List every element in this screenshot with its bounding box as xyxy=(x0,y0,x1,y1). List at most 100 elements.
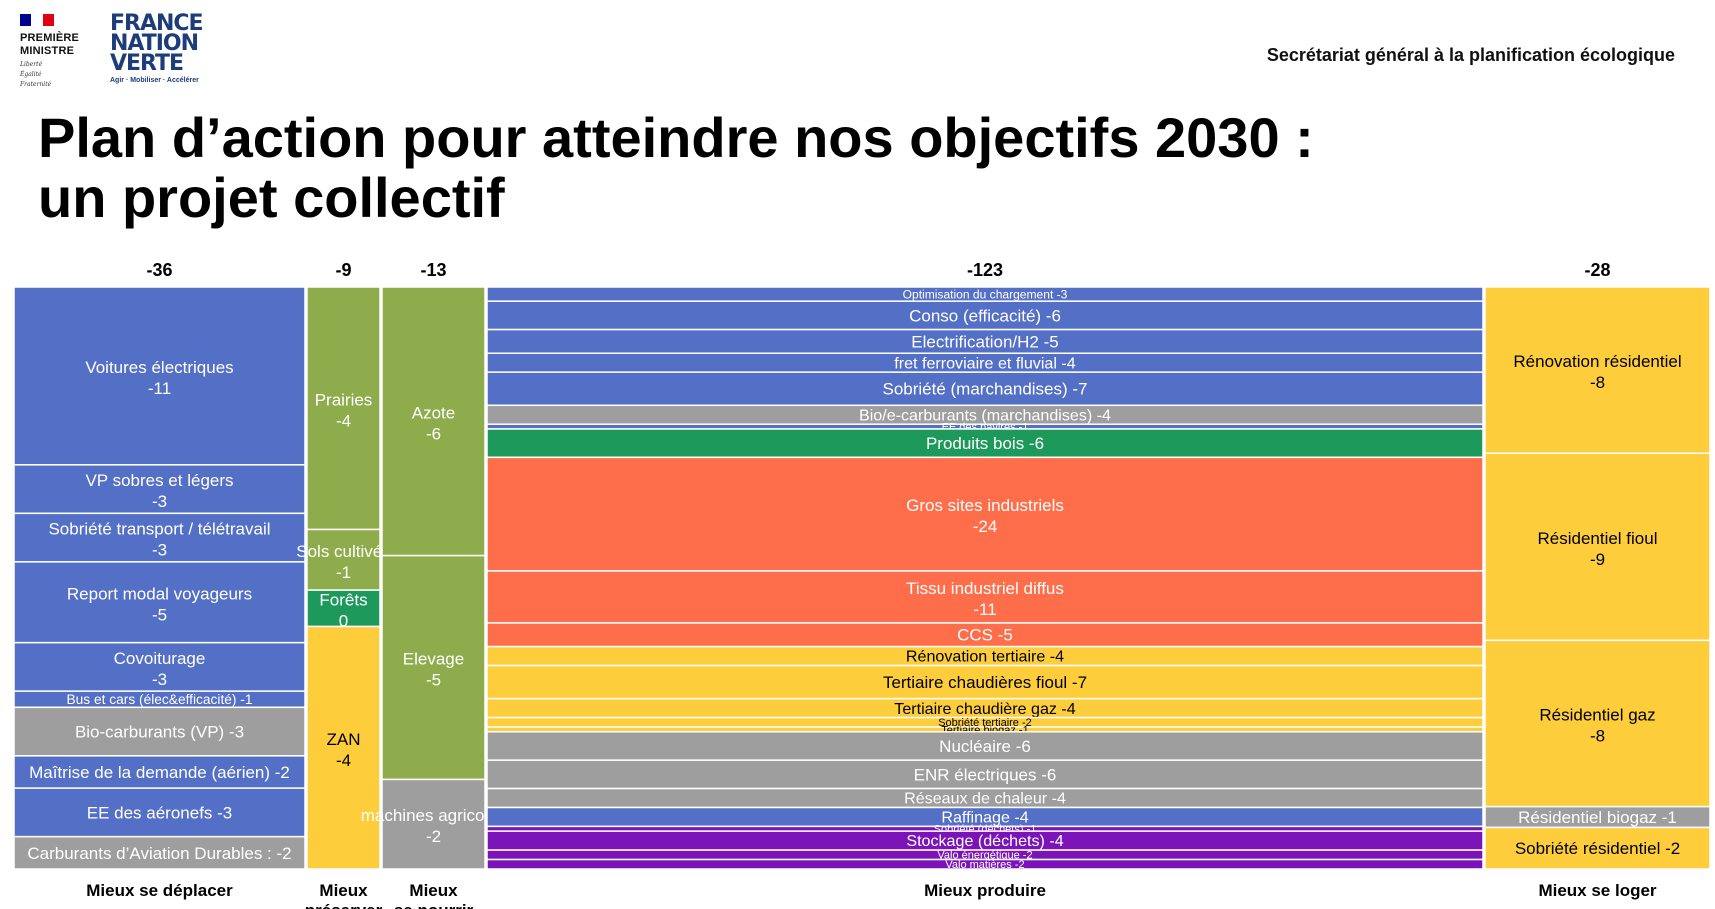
category-label-2-0: Mieux xyxy=(409,881,458,900)
segment-ma-trise-de-la-demande-a-rien- xyxy=(13,755,306,789)
label-0-3: Report modal voyageurs xyxy=(67,584,252,603)
label-3-13: Tertiaire chaudière gaz -4 xyxy=(894,700,1075,718)
label-3-1: Conso (efficacité) -6 xyxy=(909,306,1061,325)
label-3-18: Réseaux de chaleur -4 xyxy=(904,790,1066,808)
segment-voitures-lectriques xyxy=(13,286,306,466)
segment-r-novation-r-sidentiel xyxy=(1484,286,1711,455)
flag-white-stripe xyxy=(31,14,43,26)
label-3-10: CCS -5 xyxy=(957,626,1013,645)
category-label-1-1: préserver xyxy=(305,901,383,909)
label-0-8: EE des aéronefs -3 xyxy=(87,803,233,822)
group-total-2: -13 xyxy=(420,260,446,280)
label-0-6: Bio-carburants (VP) -3 xyxy=(75,723,244,742)
category-label-4-0: Mieux se loger xyxy=(1538,881,1656,900)
value-3-8: -24 xyxy=(973,517,998,536)
organisation-name: Secrétariat général à la planification é… xyxy=(1266,45,1675,65)
category-label-0-0: Mieux se déplacer xyxy=(86,881,233,900)
segment-sobri-t-r-sidentiel xyxy=(1484,826,1711,870)
label-3-22: Valo énergétique -2 xyxy=(937,850,1032,862)
segment-r-sidentiel-fioul xyxy=(1484,452,1711,642)
label-0-2: Sobriété transport / télétravail xyxy=(48,520,270,539)
label-1-3: ZAN xyxy=(327,730,361,749)
value-4-1: -9 xyxy=(1590,550,1605,569)
label-0-4: Covoiturage xyxy=(114,649,206,668)
label-3-19: Raffinage -4 xyxy=(941,809,1028,827)
rf-motto-2: Égalité xyxy=(20,71,42,78)
label-0-7: Maîtrise de la demande (aérien) -2 xyxy=(29,763,290,782)
fnv-line-1: FRANCE xyxy=(110,11,204,36)
value-2-1: -5 xyxy=(426,671,441,690)
label-3-0: Optimisation du chargement -3 xyxy=(903,287,1068,301)
flag-red-stripe xyxy=(42,14,54,26)
segment-zan xyxy=(306,625,381,870)
segment-machines-agricoles xyxy=(381,778,486,870)
fnv-line-2: NATION xyxy=(110,31,199,56)
segment-for-ts xyxy=(306,589,381,628)
value-4-2: -8 xyxy=(1590,727,1605,746)
label-3-17: ENR électriques -6 xyxy=(914,765,1057,784)
segment-tissu-industriel-diffus xyxy=(486,570,1484,624)
segment-nucl-aire xyxy=(486,731,1484,761)
value-0-3: -5 xyxy=(152,605,167,624)
rf-motto-3: Fraternité xyxy=(20,81,52,88)
label-3-14: Sobriété tertiaire -2 xyxy=(938,717,1032,729)
segment-report-modal-voyageurs xyxy=(13,561,306,644)
label-3-2: Electrification/H2 -5 xyxy=(911,332,1058,351)
value-1-2: 0 xyxy=(339,611,348,630)
value-1-1: -1 xyxy=(336,563,351,582)
segment-vp-sobres-et-l-gers xyxy=(13,464,306,515)
label-3-3: fret ferroviaire et fluvial -4 xyxy=(894,354,1075,372)
segment-r-sidentiel-gaz xyxy=(1484,639,1711,808)
segment-produits-bois xyxy=(486,428,1484,459)
segment-carburants-d-aviation-durables- xyxy=(13,835,306,870)
label-0-0: Voitures électriques xyxy=(85,358,233,377)
category-label-2-1: se nourrir xyxy=(394,901,474,909)
label-1-1: Sols cultivés xyxy=(296,542,390,561)
label-3-12: Tertiaire chaudières fioul -7 xyxy=(883,673,1087,692)
label-0-5: Bus et cars (élec&efficacité) -1 xyxy=(67,692,253,707)
label-3-16: Nucléaire -6 xyxy=(939,737,1031,756)
label-1-2: Forêts xyxy=(319,590,367,609)
segment-sols-cultiv-s xyxy=(306,528,381,591)
premiere-ministre-logo: PREMIÈRE MINISTRE Liberté Égalité Frater… xyxy=(20,14,90,88)
segment-valo-mati-res xyxy=(486,858,1484,870)
segment-tertiaire-chaudi-res-fioul xyxy=(486,664,1484,700)
page-title-line-1: Plan d’action pour atteindre nos objecti… xyxy=(38,106,1314,169)
value-4-0: -8 xyxy=(1590,373,1605,392)
category-label-1-0: Mieux xyxy=(319,881,368,900)
label-4-0: Rénovation résidentiel xyxy=(1513,352,1681,371)
value-2-0: -6 xyxy=(426,424,441,443)
label-3-23: Valo matières -2 xyxy=(945,859,1024,871)
group-total-3: -123 xyxy=(967,260,1003,280)
value-0-1: -3 xyxy=(152,492,167,511)
label-2-0: Azote xyxy=(412,403,455,422)
label-3-4: Sobriété (marchandises) -7 xyxy=(882,380,1087,399)
france-nation-verte-logo: FRANCE NATION VERTE Agir · Mobiliser · A… xyxy=(110,11,220,85)
label-3-9: Tissu industriel diffus xyxy=(906,579,1064,598)
label-2-2: machines agricoles xyxy=(361,806,507,825)
value-0-2: -3 xyxy=(152,541,167,560)
category-label-3-0: Mieux produire xyxy=(924,881,1046,900)
label-3-11: Rénovation tertiaire -4 xyxy=(906,648,1064,666)
value-3-9: -11 xyxy=(973,600,996,619)
group-total-0: -36 xyxy=(146,260,172,280)
flag-blue-stripe xyxy=(20,14,32,26)
label-0-1: VP sobres et légers xyxy=(85,471,233,490)
page-title-line-2: un projet collectif xyxy=(38,166,505,229)
value-1-3: -4 xyxy=(336,751,351,770)
label-3-21: Stockage (déchets) -4 xyxy=(906,832,1063,850)
label-4-1: Résidentiel fioul xyxy=(1537,529,1657,548)
segment-azote xyxy=(381,286,486,557)
segment-bio-carburants-vp- xyxy=(13,706,306,757)
segment-ee-des-a-ronefs xyxy=(13,787,306,838)
segment-prairies xyxy=(306,286,381,531)
value-1-0: -4 xyxy=(336,411,351,430)
segment-covoiturage xyxy=(13,641,306,692)
label-4-3: Résidentiel biogaz -1 xyxy=(1518,808,1677,827)
segment-conso-efficacit- xyxy=(486,300,1484,331)
value-2-2: -2 xyxy=(426,827,441,846)
label-3-5: Bio/e-carburants (marchandises) -4 xyxy=(859,406,1111,424)
label-2-1: Elevage xyxy=(403,650,464,669)
rf-motto-1: Liberté xyxy=(20,61,43,68)
